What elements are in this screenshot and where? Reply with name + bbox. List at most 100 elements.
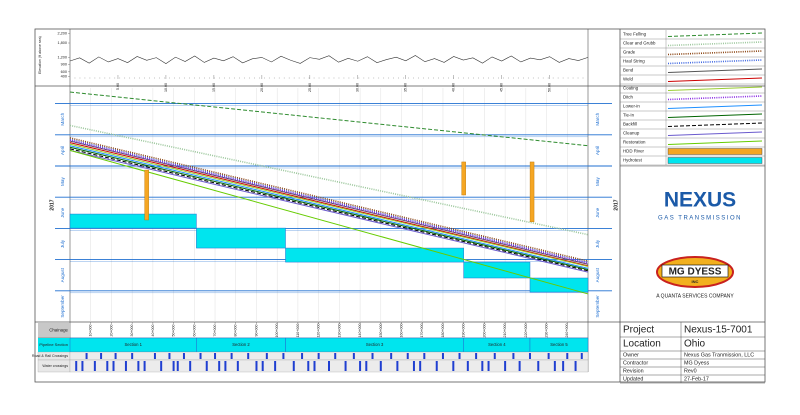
- legend-swatch: [667, 113, 763, 118]
- chainage-label: 100+000: [275, 323, 279, 337]
- legend-label: Haul String: [623, 59, 645, 64]
- legend-label: HDD River: [623, 149, 645, 154]
- y-axis-label: Elevation (ft above sea): [38, 36, 42, 74]
- legend-label: Cleanup: [623, 131, 640, 136]
- crossing-mark: [176, 361, 179, 371]
- activity-line: [69, 149, 589, 295]
- elevation-line: [69, 55, 589, 64]
- chainage-label: 190+000: [462, 323, 466, 337]
- chainage-label: 140+000: [358, 323, 362, 337]
- legend-label: Ditch: [623, 95, 634, 100]
- nexus-logo: NEXUS: [664, 189, 736, 212]
- crossing-mark: [547, 353, 550, 359]
- hdd-bar: [529, 161, 535, 223]
- info-value: Nexus-15-7001: [684, 325, 753, 336]
- chainage-label: 240+000: [565, 323, 569, 337]
- crossing-mark: [114, 353, 117, 359]
- activity-line: [69, 138, 589, 264]
- crossing-mark: [100, 353, 103, 359]
- legend-label: Tree Felling: [623, 32, 647, 37]
- chainage-label: 200+000: [482, 323, 486, 337]
- crossing-mark: [441, 353, 444, 359]
- quanta-text: A QUANTA SERVICES COMPANY: [656, 293, 734, 299]
- crossing-mark: [153, 353, 156, 359]
- legend-label: Restoration: [623, 140, 646, 145]
- activity-line: [69, 91, 589, 147]
- info-value: MG Dyess: [684, 360, 709, 366]
- crossing-mark: [423, 353, 426, 359]
- crossing-mark: [396, 361, 399, 371]
- activity-line: [69, 143, 589, 267]
- crossing-mark: [566, 353, 569, 359]
- chainage-label: 150+000: [379, 323, 383, 337]
- row-label: Pipeline Section: [39, 342, 68, 347]
- crossing-mark: [85, 353, 88, 359]
- y-tick-label: 600: [61, 70, 67, 74]
- crossing-mark: [435, 361, 438, 371]
- info-value: Ohio: [684, 339, 706, 350]
- crossing-mark: [452, 361, 455, 371]
- x-tick-label: 35.00: [404, 83, 408, 92]
- month-label: March: [60, 112, 65, 125]
- chainage-label: 80+000: [234, 324, 238, 336]
- row-label-box: [38, 338, 70, 352]
- crossing-mark: [412, 361, 415, 371]
- activity-line: [69, 142, 589, 267]
- month-label: April: [60, 146, 65, 155]
- crossing-mark: [172, 361, 175, 371]
- info-value: 27-Feb-17: [684, 376, 709, 382]
- x-tick-label: 10.00: [164, 83, 168, 92]
- legend-swatch: [667, 95, 763, 101]
- crossing-mark: [574, 361, 577, 371]
- chainage-label: 210+000: [503, 323, 507, 337]
- crossing-mark: [458, 353, 461, 359]
- section-label: Section 4: [488, 342, 506, 347]
- chainage-label: 180+000: [441, 323, 445, 337]
- mgdyess-band: [661, 264, 729, 278]
- crossing-mark: [406, 353, 409, 359]
- crossing-mark: [131, 353, 134, 359]
- crossing-row: [69, 351, 589, 361]
- chainage-label: 70+000: [213, 324, 217, 336]
- chainage-label: 220+000: [524, 323, 528, 337]
- y-tick-label: 1,200: [57, 55, 67, 59]
- year-label: 2017: [49, 199, 55, 210]
- month-label: July: [60, 239, 65, 248]
- crossing-mark: [75, 361, 78, 371]
- y-tick-label: 400: [61, 75, 67, 79]
- y-tick-label: 2,200: [57, 31, 67, 35]
- chainage-label: 90+000: [254, 324, 258, 336]
- legend-label: Grade: [623, 50, 636, 55]
- chainage-label: 40+000: [151, 324, 155, 336]
- crossing-mark: [189, 361, 192, 371]
- crossing-mark: [419, 361, 422, 371]
- info-key: Updated: [623, 376, 643, 382]
- info-key: Owner: [623, 352, 639, 358]
- legend-swatch: [667, 148, 763, 155]
- month-label: March: [595, 112, 600, 125]
- row-label-box: [38, 323, 70, 338]
- crossing-mark: [553, 361, 556, 371]
- crossing-mark: [334, 353, 337, 359]
- month-label: September: [60, 295, 65, 318]
- chainage-label: 110+000: [296, 324, 300, 338]
- crossing-mark: [487, 361, 490, 371]
- crossing-mark: [261, 361, 264, 371]
- y-tick-label: 1,800: [57, 41, 67, 45]
- crossing-mark: [182, 353, 185, 359]
- crossing-mark: [313, 361, 316, 371]
- activity-line: [69, 139, 589, 265]
- x-tick-label: 30.00: [356, 83, 360, 92]
- crossing-mark: [328, 361, 330, 371]
- activity-line: [69, 146, 589, 271]
- y-tick-label: 900: [61, 63, 67, 67]
- crossing-mark: [230, 353, 233, 359]
- x-tick-label: 25.00: [308, 83, 312, 92]
- legend-swatch: [667, 104, 763, 109]
- crossing-mark: [466, 361, 469, 371]
- crossing-mark: [106, 361, 109, 371]
- frame: [34, 28, 766, 383]
- x-tick-label: 45.00: [500, 83, 504, 92]
- x-tick-label: 15.00: [212, 83, 216, 92]
- month-label: August: [60, 267, 65, 282]
